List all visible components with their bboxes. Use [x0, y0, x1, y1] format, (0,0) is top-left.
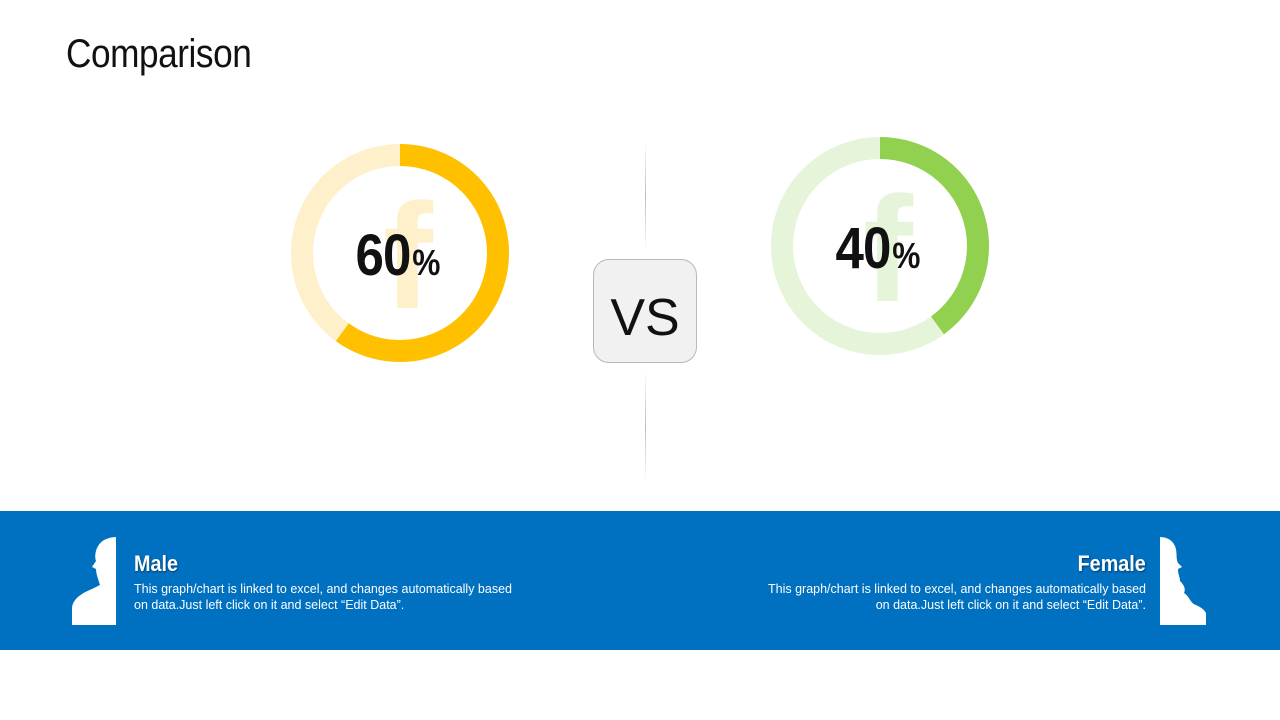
facebook-f-icon: f — [863, 165, 914, 333]
female-percent-value: 40 — [835, 216, 892, 281]
facebook-f-icon: f — [383, 172, 434, 340]
male-percent-unit: % — [412, 242, 441, 283]
male-percent-value: 60 — [355, 223, 412, 288]
divider-bottom — [645, 370, 646, 482]
female-percent-unit: % — [892, 235, 921, 276]
page-title: Comparison — [66, 32, 252, 76]
female-donut-chart[interactable]: f — [770, 136, 990, 356]
male-label: Male — [134, 551, 179, 576]
male-description: This graph/chart is linked to excel, and… — [134, 582, 512, 612]
female-percent-label: 40% — [825, 215, 931, 282]
female-description: This graph/chart is linked to excel, and… — [768, 582, 1146, 612]
male-silhouette-icon — [72, 537, 116, 625]
vs-label: VS — [610, 289, 680, 347]
female-silhouette-icon — [1160, 537, 1206, 625]
male-donut-value-arc — [291, 144, 509, 362]
vs-badge: VS — [593, 259, 697, 363]
female-donut-value-arc — [771, 137, 989, 355]
male-percent-label: 60% — [345, 222, 451, 289]
female-label: Female — [1077, 551, 1146, 576]
male-donut-chart[interactable]: f — [290, 143, 510, 363]
divider-top — [645, 140, 646, 252]
info-band — [0, 511, 1280, 650]
